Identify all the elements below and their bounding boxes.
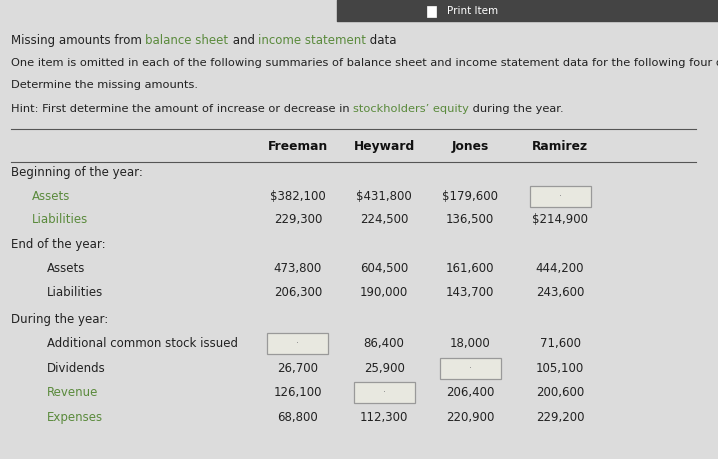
Text: 161,600: 161,600	[446, 262, 495, 275]
Text: 206,400: 206,400	[446, 386, 495, 399]
Text: balance sheet: balance sheet	[145, 34, 228, 47]
Text: 229,200: 229,200	[536, 411, 584, 424]
FancyBboxPatch shape	[267, 333, 329, 354]
Text: 444,200: 444,200	[536, 262, 584, 275]
Text: Expenses: Expenses	[47, 411, 103, 424]
Text: 473,800: 473,800	[274, 262, 322, 275]
Text: 243,600: 243,600	[536, 286, 584, 299]
FancyBboxPatch shape	[439, 358, 501, 379]
Text: 18,000: 18,000	[450, 337, 490, 350]
Text: during the year.: during the year.	[469, 104, 564, 114]
Text: stockholders’ equity: stockholders’ equity	[353, 104, 469, 114]
Text: 190,000: 190,000	[360, 286, 409, 299]
Text: $382,100: $382,100	[270, 190, 326, 203]
FancyBboxPatch shape	[529, 186, 590, 207]
Text: 68,800: 68,800	[278, 411, 318, 424]
Text: Missing amounts from: Missing amounts from	[11, 34, 145, 47]
Text: Jones: Jones	[452, 140, 489, 153]
Text: ·: ·	[559, 191, 561, 202]
Text: $179,600: $179,600	[442, 190, 498, 203]
Text: Liabilities: Liabilities	[32, 213, 88, 226]
Text: 143,700: 143,700	[446, 286, 495, 299]
Text: 86,400: 86,400	[364, 337, 404, 350]
Text: 25,900: 25,900	[364, 362, 404, 375]
Text: 105,100: 105,100	[536, 362, 584, 375]
Text: 136,500: 136,500	[446, 213, 495, 226]
Text: Liabilities: Liabilities	[47, 286, 103, 299]
Text: ·: ·	[383, 387, 386, 397]
Text: 604,500: 604,500	[360, 262, 409, 275]
Text: $431,800: $431,800	[356, 190, 412, 203]
Text: During the year:: During the year:	[11, 313, 108, 325]
Text: Ramirez: Ramirez	[532, 140, 588, 153]
Text: data: data	[366, 34, 397, 47]
Text: Revenue: Revenue	[47, 386, 98, 399]
Text: One item is omitted in each of the following summaries of balance sheet and inco: One item is omitted in each of the follo…	[11, 58, 718, 68]
Text: 200,600: 200,600	[536, 386, 584, 399]
Text: 220,900: 220,900	[446, 411, 495, 424]
Text: ·: ·	[297, 338, 299, 348]
Text: Assets: Assets	[32, 190, 70, 203]
Text: 229,300: 229,300	[274, 213, 322, 226]
Text: ·: ·	[469, 363, 472, 373]
FancyBboxPatch shape	[353, 382, 415, 403]
Text: Print Item: Print Item	[447, 6, 498, 17]
Text: 206,300: 206,300	[274, 286, 322, 299]
Text: Freeman: Freeman	[268, 140, 328, 153]
Text: End of the year:: End of the year:	[11, 238, 106, 251]
Text: income statement: income statement	[258, 34, 366, 47]
Text: and: and	[228, 34, 258, 47]
Text: Additional common stock issued: Additional common stock issued	[47, 337, 238, 350]
Text: Hint: First determine the amount of increase or decrease in: Hint: First determine the amount of incr…	[11, 104, 353, 114]
Text: Heyward: Heyward	[353, 140, 415, 153]
FancyBboxPatch shape	[427, 6, 436, 17]
Text: $214,900: $214,900	[532, 213, 588, 226]
Text: Beginning of the year:: Beginning of the year:	[11, 166, 143, 179]
Text: 71,600: 71,600	[539, 337, 581, 350]
Text: Assets: Assets	[47, 262, 85, 275]
Text: Dividends: Dividends	[47, 362, 106, 375]
Text: 26,700: 26,700	[277, 362, 319, 375]
Text: 126,100: 126,100	[274, 386, 322, 399]
Text: 224,500: 224,500	[360, 213, 409, 226]
Text: 112,300: 112,300	[360, 411, 409, 424]
Text: Determine the missing amounts.: Determine the missing amounts.	[11, 80, 197, 90]
